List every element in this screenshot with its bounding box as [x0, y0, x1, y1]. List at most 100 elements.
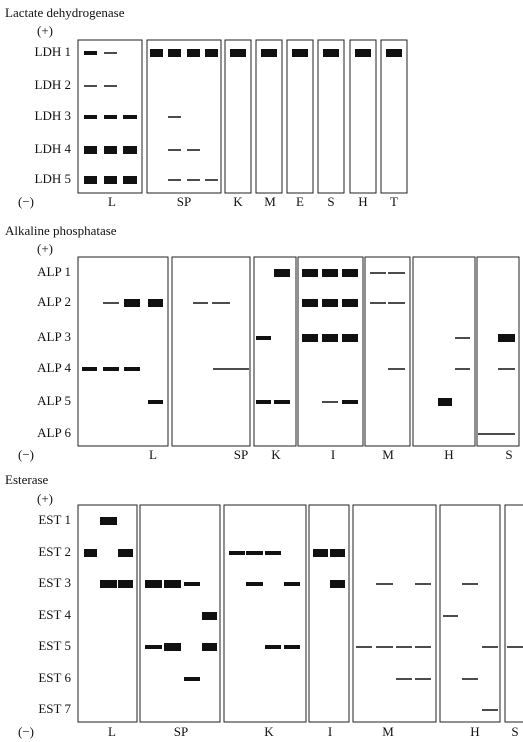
band — [376, 646, 393, 648]
band — [455, 368, 470, 370]
band — [205, 179, 218, 181]
band — [284, 645, 300, 649]
column-label: M — [382, 724, 394, 739]
band — [212, 302, 230, 304]
band — [164, 643, 181, 651]
band — [187, 49, 200, 57]
band — [482, 646, 498, 648]
band — [265, 645, 281, 649]
row-label: LDH 1 — [35, 44, 71, 59]
gel-lane-box — [224, 505, 306, 722]
band — [124, 299, 140, 307]
band — [396, 678, 412, 680]
gel-lane-box — [381, 40, 407, 193]
band — [302, 334, 318, 342]
gel-lane-box — [309, 505, 349, 722]
gel-lane-box — [256, 40, 282, 193]
panel-title: Alkaline phosphatase — [5, 223, 117, 238]
band — [168, 149, 181, 151]
band — [164, 580, 181, 588]
band — [100, 517, 117, 525]
row-label: EST 3 — [38, 575, 71, 590]
band — [498, 334, 515, 342]
band — [261, 49, 277, 57]
band — [150, 49, 163, 57]
anode-label: (+) — [37, 491, 53, 506]
gel-lane-box — [78, 257, 168, 446]
column-label: S — [327, 194, 334, 209]
row-label: ALP 3 — [37, 329, 71, 344]
column-label: M — [382, 447, 394, 462]
band — [103, 367, 119, 371]
band — [229, 551, 245, 555]
band — [322, 334, 338, 342]
band — [148, 400, 163, 404]
band — [342, 299, 358, 307]
column-label: K — [233, 194, 243, 209]
band — [274, 269, 290, 277]
row-label: EST 5 — [38, 638, 71, 653]
band — [386, 49, 402, 57]
gel-lane-box — [440, 505, 500, 722]
band — [104, 146, 117, 154]
column-label: SP — [177, 194, 191, 209]
band — [342, 400, 358, 404]
row-label: LDH 5 — [35, 171, 71, 186]
band — [438, 398, 452, 406]
band — [370, 302, 386, 304]
band — [388, 368, 405, 370]
band — [415, 646, 431, 648]
band — [292, 49, 308, 57]
band — [193, 302, 208, 304]
band — [462, 583, 478, 585]
band — [148, 299, 163, 307]
band — [302, 269, 318, 277]
band — [462, 678, 478, 680]
band — [84, 51, 97, 55]
row-label: LDH 2 — [35, 77, 71, 92]
band — [202, 612, 217, 620]
band — [265, 551, 281, 555]
band — [322, 299, 338, 307]
row-label: LDH 4 — [35, 141, 72, 156]
gel-lane-box — [413, 257, 475, 446]
band — [388, 272, 405, 274]
gel-lane-box — [287, 40, 313, 193]
gel-lane-box — [505, 505, 523, 722]
cathode-label: (−) — [18, 194, 34, 209]
band — [187, 179, 200, 181]
band — [84, 146, 97, 154]
band — [355, 49, 371, 57]
band — [168, 179, 181, 181]
band — [213, 368, 249, 370]
row-label: EST 2 — [38, 544, 71, 559]
anode-label: (+) — [37, 241, 53, 256]
band — [388, 302, 405, 304]
band — [246, 551, 263, 555]
cathode-label: (−) — [18, 724, 34, 739]
band — [84, 549, 97, 557]
row-label: ALP 1 — [37, 264, 71, 279]
band — [415, 583, 431, 585]
gel-lane-box — [298, 257, 363, 446]
band — [84, 85, 97, 87]
band — [302, 299, 318, 307]
column-label: T — [390, 194, 398, 209]
row-label: EST 6 — [38, 670, 71, 685]
band — [100, 580, 117, 588]
gel-lane-box — [365, 257, 410, 446]
gel-lane-box — [172, 257, 250, 446]
row-label: EST 7 — [38, 701, 71, 716]
panel-title: Esterase — [5, 472, 49, 487]
column-label: H — [358, 194, 367, 209]
column-label: SP — [234, 447, 248, 462]
gel-lane-box — [350, 40, 376, 193]
cathode-label: (−) — [18, 447, 34, 462]
row-label: LDH 3 — [35, 108, 71, 123]
gel-lane-box — [353, 505, 436, 722]
band — [330, 580, 345, 588]
band — [168, 49, 181, 57]
gel-lane-box — [254, 257, 296, 446]
row-label: EST 4 — [38, 607, 71, 622]
band — [455, 337, 470, 339]
